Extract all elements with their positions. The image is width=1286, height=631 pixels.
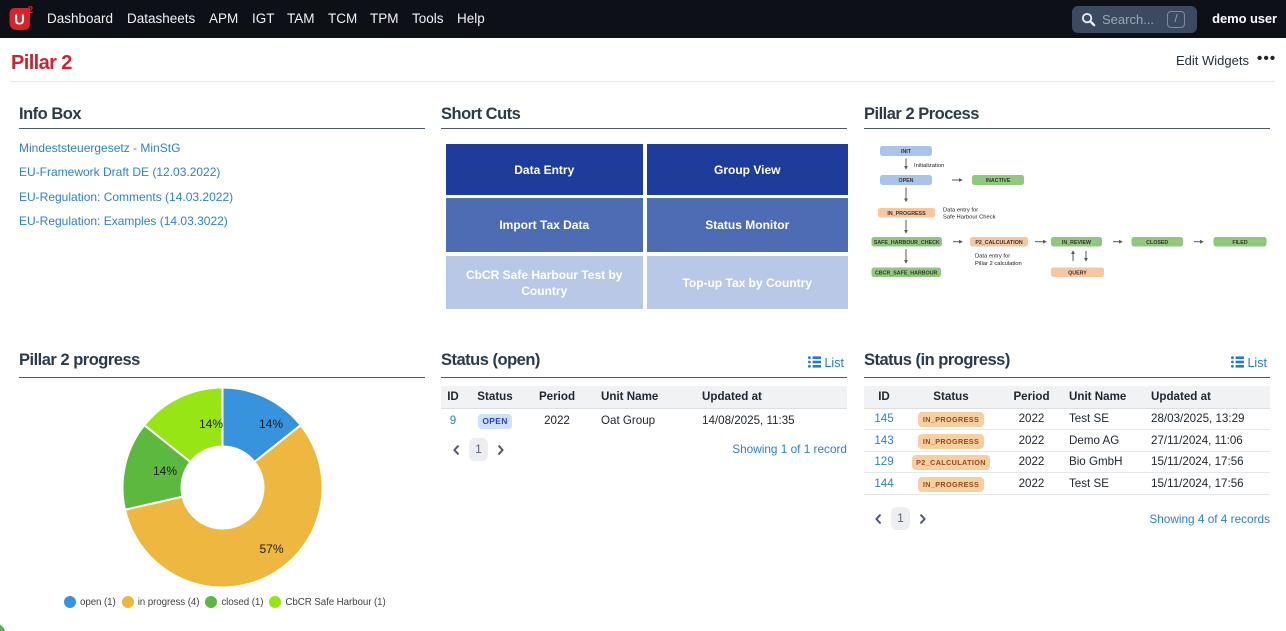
- svg-text:57%: 57%: [259, 542, 283, 556]
- svg-text:14%: 14%: [199, 417, 223, 431]
- svg-text:14%: 14%: [259, 417, 283, 431]
- svg-text:OPEN: OPEN: [898, 178, 913, 184]
- svg-text:P2_CALCULATION: P2_CALCULATION: [975, 240, 1022, 246]
- svg-text:Safe Harbour Check: Safe Harbour Check: [943, 215, 996, 221]
- svg-text:QUERY: QUERY: [1068, 270, 1087, 276]
- svg-text:IN_REVIEW: IN_REVIEW: [1062, 240, 1091, 246]
- svg-text:SAFE_HARBOUR_CHECK: SAFE_HARBOUR_CHECK: [874, 240, 940, 246]
- svg-text:Data entry for: Data entry for: [943, 208, 978, 214]
- svg-text:INIT: INIT: [901, 149, 912, 155]
- svg-text:Pillar 2 calculation: Pillar 2 calculation: [975, 261, 1022, 267]
- svg-text:U: U: [14, 12, 25, 29]
- svg-text:Data entry for: Data entry for: [975, 254, 1010, 260]
- svg-text:2: 2: [28, 5, 33, 16]
- svg-text:INACTIVE: INACTIVE: [986, 178, 1011, 184]
- svg-text:FILED: FILED: [1232, 240, 1247, 246]
- svg-text:CLOSED: CLOSED: [1146, 240, 1168, 246]
- svg-text:CBCR_SAFE_HARBOUR: CBCR_SAFE_HARBOUR: [875, 270, 938, 276]
- svg-text:Initialization: Initialization: [914, 163, 944, 169]
- svg-text:14%: 14%: [153, 464, 177, 478]
- svg-text:IN_PROGRESS: IN_PROGRESS: [887, 211, 926, 217]
